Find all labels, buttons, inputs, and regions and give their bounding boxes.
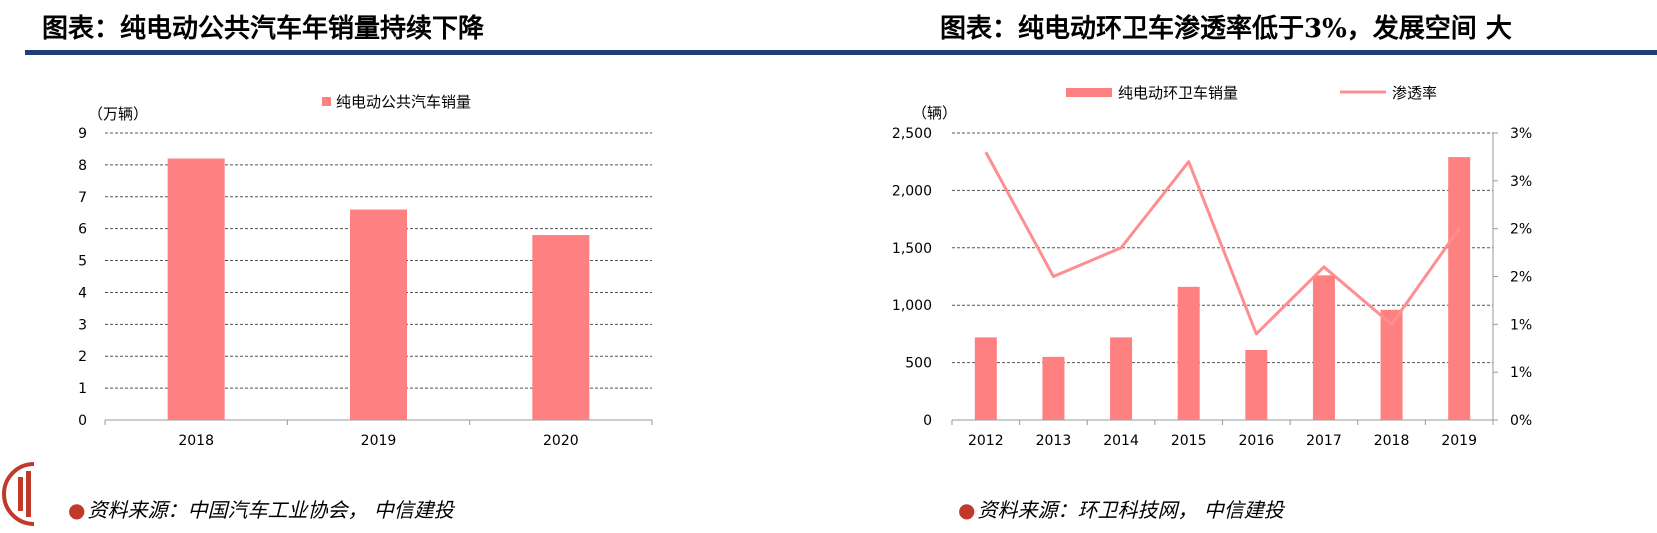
bar — [1177, 286, 1200, 420]
left-chart-heading: 图表：纯电动公共汽车年销量持续下降 — [42, 14, 485, 44]
legend-swatch-bar — [1066, 88, 1112, 97]
y-tick-label: 8 — [78, 158, 87, 174]
bar — [532, 235, 590, 420]
right-source-text: 资料来源：环卫科技网， 中信建投 — [977, 498, 1284, 522]
header-rule — [25, 50, 1657, 55]
y2-tick-label: 2% — [1510, 222, 1532, 238]
x-tick-label: 2014 — [1103, 433, 1139, 449]
left-source-text: 资料来源：中国汽车工业协会， 中信建投 — [87, 498, 454, 522]
y-tick-label: 500 — [905, 356, 932, 372]
x-tick-label: 2017 — [1306, 433, 1342, 449]
x-tick-label: 2020 — [543, 433, 579, 449]
x-tick-label: 2018 — [1374, 433, 1410, 449]
y-unit-label: （万辆） — [88, 105, 148, 123]
y-tick-label: 3 — [78, 317, 87, 333]
legend-label-line: 渗透率 — [1392, 84, 1437, 102]
bus-sales-chart: 0 1 2 3 4 5 6 7 8 9 2018 2019 2020 （万辆） 纯电动公共汽车销量 — [78, 93, 653, 449]
x-tick-label: 2013 — [1036, 433, 1072, 449]
y2-tick-label: 1% — [1510, 365, 1532, 381]
x-tick-label: 2015 — [1171, 433, 1207, 449]
bar — [1312, 275, 1335, 420]
legend-label: 纯电动公共汽车销量 — [336, 93, 471, 111]
right-chart-heading: 图表：纯电动环卫车渗透率低于3%，发展空间 大 — [940, 14, 1512, 44]
y-tick-label: 9 — [78, 126, 87, 142]
y-tick-label: 2,500 — [892, 126, 932, 142]
bar — [350, 209, 407, 420]
y2-tick-label: 3% — [1510, 126, 1532, 142]
legend-label-bar: 纯电动环卫车销量 — [1118, 84, 1238, 102]
y2-tick-label: 3% — [1510, 174, 1532, 190]
bar — [1042, 356, 1065, 420]
penetration-rate-line — [984, 151, 1461, 336]
legend-swatch — [322, 97, 331, 106]
x-tick-label: 2018 — [178, 433, 214, 449]
y-tick-label: 4 — [78, 285, 87, 301]
x-tick-label: 2012 — [968, 433, 1004, 449]
bar — [1110, 337, 1133, 420]
bullet-icon: ● — [68, 498, 86, 522]
y2-tick-label: 1% — [1510, 317, 1532, 333]
y-unit-label: （辆） — [912, 104, 957, 122]
y-tick-label: 1,000 — [892, 298, 932, 314]
bar — [1245, 349, 1268, 420]
bar — [1380, 309, 1403, 420]
bar — [1448, 157, 1471, 420]
brand-logo-icon — [2, 462, 34, 526]
right-source-note: ● 资料来源：环卫科技网， 中信建投 — [958, 494, 1284, 523]
x-tick-label: 2019 — [1441, 433, 1477, 449]
y-tick-label: 6 — [78, 222, 87, 238]
y-tick-label: 0 — [923, 413, 932, 429]
y-tick-label: 2 — [78, 349, 87, 365]
y-tick-label: 7 — [78, 190, 87, 206]
x-tick-label: 2016 — [1238, 433, 1274, 449]
bar — [167, 158, 225, 420]
y-tick-label: 1,500 — [892, 241, 932, 257]
y-tick-label: 0 — [78, 413, 87, 429]
y2-tick-label: 0% — [1510, 413, 1532, 429]
y-tick-label: 5 — [78, 254, 87, 270]
x-tick-label: 2019 — [361, 433, 397, 449]
sanitation-truck-chart: 0 500 1,000 1,500 2,000 2,500 0% 1% 1% 2% 2% 3% 3% 20… — [892, 84, 1532, 449]
bullet-icon: ● — [958, 498, 976, 522]
left-source-note: ● 资料来源：中国汽车工业协会， 中信建投 — [68, 494, 454, 523]
y-tick-label: 2,000 — [892, 183, 932, 199]
y2-tick-label: 2% — [1510, 270, 1532, 286]
y-tick-label: 1 — [78, 381, 87, 397]
bar — [974, 337, 997, 420]
